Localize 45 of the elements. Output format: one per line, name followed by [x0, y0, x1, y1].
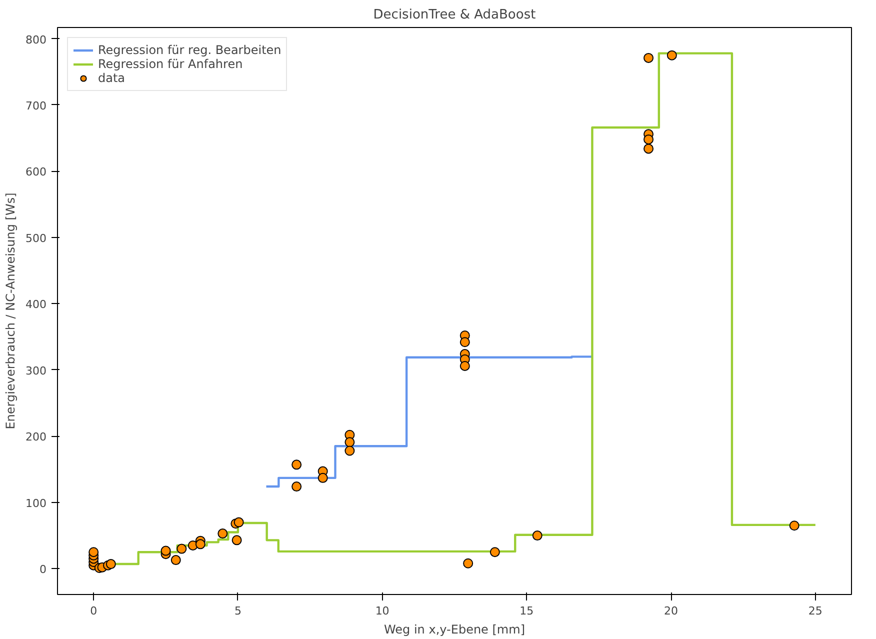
- point: [532, 530, 542, 541]
- point: [490, 547, 500, 558]
- point: [644, 144, 654, 154]
- y-tick-label: 0: [40, 563, 46, 576]
- chart-title: DecisionTree & AdaBoost: [373, 8, 536, 22]
- point: [292, 482, 302, 492]
- x-tick-label: 15: [520, 604, 534, 618]
- legend-label: Regression für reg. Bearbeiten: [98, 43, 282, 57]
- point: [160, 546, 171, 556]
- point: [170, 555, 181, 566]
- point: [789, 520, 800, 531]
- point: [344, 437, 355, 448]
- point: [234, 517, 244, 528]
- point: [88, 547, 99, 558]
- x-tick-label: 10: [375, 604, 390, 618]
- point: [292, 460, 302, 470]
- y-tick-label: 300: [26, 364, 47, 378]
- y-axis-title: Energieverbrauch / NC-Anweisung [Ws]: [4, 192, 18, 430]
- y-tick-label: 200: [26, 430, 47, 444]
- point: [218, 528, 228, 539]
- x-tick-label: 0: [90, 604, 98, 618]
- x-tick-label: 20: [664, 604, 678, 618]
- x-tick-label: 25: [808, 604, 822, 618]
- point: [176, 544, 187, 554]
- point: [644, 134, 654, 144]
- point: [232, 535, 242, 546]
- point: [106, 559, 116, 570]
- y-tick-label: 100: [26, 496, 47, 510]
- point: [344, 446, 355, 456]
- point: [460, 337, 470, 348]
- legend-label: Regression für Anfahren: [98, 57, 243, 71]
- y-tick-label: 800: [26, 33, 47, 46]
- x-axis-title: Weg in x,y-Ebene [mm]: [384, 622, 526, 636]
- point: [463, 558, 474, 568]
- x-tick-label: 5: [234, 604, 242, 618]
- point: [195, 539, 206, 550]
- point: [318, 472, 328, 483]
- point: [644, 52, 654, 63]
- point: [460, 360, 470, 371]
- y-tick-label: 400: [26, 298, 47, 312]
- legend-label: data: [98, 71, 126, 85]
- y-tick-label: 700: [26, 100, 47, 112]
- point: [666, 50, 677, 60]
- y-tick-label: 600: [26, 166, 47, 179]
- y-tick-label: 500: [26, 232, 47, 245]
